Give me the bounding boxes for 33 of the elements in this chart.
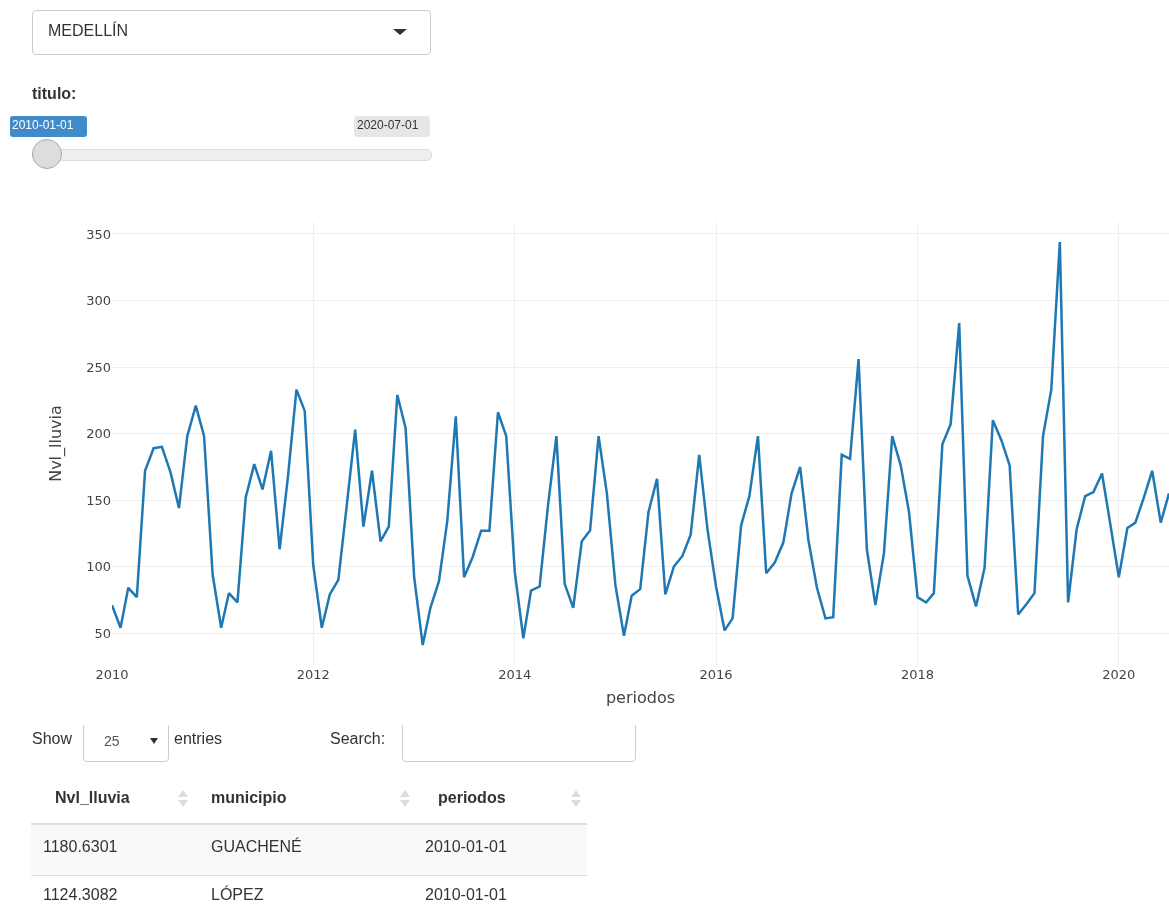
y-axis-title: Nvl_lluvia — [46, 405, 67, 482]
y-tick-label: 100 — [86, 559, 111, 575]
text: Show — [32, 730, 73, 748]
y-tick-label: 300 — [86, 293, 111, 309]
text: 2010-01-01 — [425, 886, 507, 904]
text: periodos — [438, 789, 506, 807]
x-tick-label: 2014 — [498, 667, 532, 682]
text: 25 — [104, 733, 120, 749]
y-tick-label: 350 — [86, 226, 111, 242]
x-tick-label: 2010 — [95, 667, 129, 682]
text: 2010-01-01 — [425, 838, 507, 856]
text: Nvl_lluvia — [55, 789, 130, 807]
text: 2020-07-01 — [357, 118, 419, 132]
y-tick-label: 250 — [86, 359, 111, 375]
x-tick-label: 2020 — [1102, 667, 1136, 682]
text: GUACHENÉ — [211, 838, 302, 856]
line-series — [112, 240, 1169, 647]
x-tick-label: 2012 — [296, 667, 330, 682]
x-axis-title: periodos — [605, 687, 676, 707]
y-tick-label: 150 — [86, 492, 111, 508]
text: Search: — [330, 730, 386, 748]
text: LÓPEZ — [211, 886, 264, 904]
text: 1124.3082 — [43, 886, 118, 904]
text: MEDELLÍN — [48, 22, 129, 40]
text: 2010-01-01 — [12, 118, 74, 132]
text: 1180.6301 — [43, 838, 118, 856]
text: entries — [174, 730, 223, 748]
text: titulo: — [32, 85, 77, 103]
x-tick-label: 2016 — [699, 667, 733, 682]
y-tick-label: 50 — [94, 625, 111, 641]
x-tick-label: 2018 — [901, 667, 935, 682]
y-tick-label: 200 — [86, 426, 111, 442]
text: municipio — [211, 789, 287, 807]
